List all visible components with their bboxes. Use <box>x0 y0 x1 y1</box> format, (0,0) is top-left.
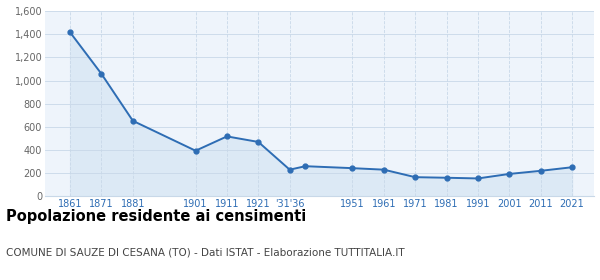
Text: COMUNE DI SAUZE DI CESANA (TO) - Dati ISTAT - Elaborazione TUTTITALIA.IT: COMUNE DI SAUZE DI CESANA (TO) - Dati IS… <box>6 248 404 258</box>
Text: Popolazione residente ai censimenti: Popolazione residente ai censimenti <box>6 209 306 224</box>
